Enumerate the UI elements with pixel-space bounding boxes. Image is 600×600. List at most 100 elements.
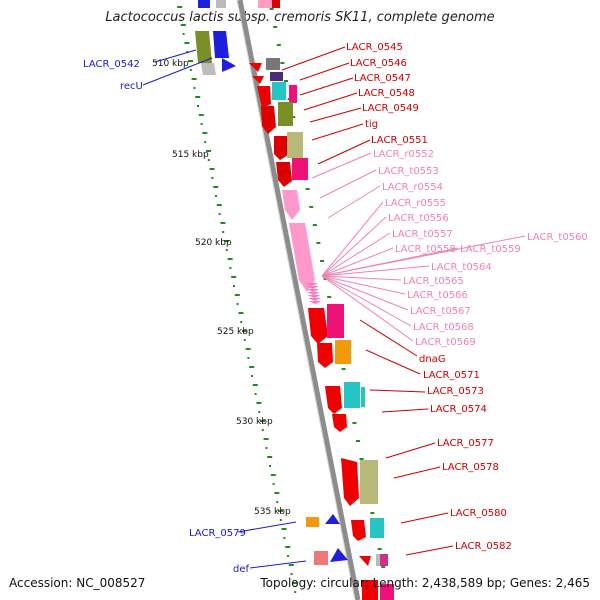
gene-label[interactable]: LACR_0549 [362, 103, 419, 114]
gene-feature[interactable] [308, 298, 321, 301]
leader-line [319, 169, 377, 199]
gene-feature[interactable] [308, 308, 328, 344]
gene-label[interactable]: LACR_0548 [358, 88, 415, 99]
guide-mark [291, 116, 296, 118]
gene-feature[interactable] [330, 548, 348, 562]
gene-label-left[interactable]: def [233, 564, 250, 575]
gene-label[interactable]: LACR_t0567 [410, 306, 471, 317]
gene-feature[interactable] [252, 76, 264, 84]
gene-label[interactable]: LACR_0547 [354, 73, 411, 84]
gene-feature[interactable] [249, 63, 262, 72]
gene-label-left[interactable]: LACR_0579 [189, 528, 246, 539]
gene-feature[interactable] [287, 132, 303, 158]
gene-feature[interactable] [361, 387, 365, 407]
gene-feature[interactable] [325, 386, 342, 414]
gene-feature[interactable] [282, 190, 300, 220]
gene-feature[interactable] [307, 295, 321, 298]
ruler-mark [251, 375, 253, 377]
gene-label[interactable]: LACR_0582 [455, 541, 512, 552]
gene-feature[interactable] [341, 458, 359, 506]
gene-feature[interactable] [380, 554, 388, 566]
gene-feature[interactable] [201, 63, 216, 75]
ruler-mark [278, 510, 283, 512]
gene-label[interactable]: LACR_0580 [450, 508, 507, 519]
gene-feature[interactable] [289, 85, 297, 103]
gene-feature[interactable] [362, 580, 378, 600]
gene-label[interactable]: LACR_t0565 [403, 276, 464, 287]
gene-feature[interactable] [317, 343, 333, 368]
gene-feature[interactable] [198, 0, 210, 8]
gene-feature[interactable] [306, 517, 319, 527]
gene-feature[interactable] [274, 136, 288, 160]
gene-feature[interactable] [332, 414, 347, 432]
gene-label[interactable]: LACR_t0564 [431, 262, 492, 273]
gene-label[interactable]: LACR_t0559 [460, 244, 521, 255]
gene-feature[interactable] [222, 58, 236, 72]
ruler-mark [189, 69, 192, 71]
tick-label: 520 kbp [195, 238, 232, 248]
gene-label[interactable]: LACR_t0560 [527, 232, 588, 243]
gene-feature[interactable] [261, 106, 276, 134]
gene-label[interactable]: LACR_0573 [427, 386, 484, 397]
gene-label[interactable]: LACR_r0552 [373, 149, 434, 160]
gene-label-left[interactable]: recU [120, 81, 143, 92]
gene-label[interactable]: LACR_t0556 [388, 213, 449, 224]
gene-feature[interactable] [258, 0, 272, 8]
gene-feature[interactable] [213, 31, 229, 58]
gene-feature[interactable] [278, 102, 293, 126]
gene-feature[interactable] [306, 289, 320, 292]
ruler-mark [220, 222, 226, 224]
ruler-mark [188, 60, 193, 62]
gene-label[interactable]: LACR_0545 [346, 42, 403, 53]
gene-label[interactable]: LACR_0546 [350, 58, 407, 69]
gene-label[interactable]: LACR_0578 [442, 462, 499, 473]
ruler-mark [292, 582, 298, 584]
gene-label[interactable]: dnaG [419, 354, 446, 365]
gene-label[interactable]: LACR_t0568 [413, 322, 474, 333]
gene-label[interactable]: tig [365, 119, 378, 130]
gene-feature[interactable] [305, 283, 318, 286]
gene-label-left[interactable]: LACR_0542 [83, 59, 140, 70]
ruler-mark [224, 240, 229, 242]
gene-label[interactable]: LACR_t0566 [407, 290, 468, 301]
gene-label[interactable]: LACR_t0558 [395, 244, 456, 255]
gene-feature[interactable] [270, 72, 283, 81]
gene-label[interactable]: LACR_t0553 [378, 166, 439, 177]
gene-feature[interactable] [370, 518, 384, 538]
gene-feature[interactable] [195, 31, 212, 63]
gene-feature[interactable] [314, 551, 328, 565]
gene-feature[interactable] [359, 556, 371, 566]
gene-label[interactable]: LACR_r0554 [382, 182, 443, 193]
gene-feature[interactable] [325, 514, 340, 524]
ruler-mark [287, 555, 289, 557]
leader-line [327, 185, 381, 219]
ruler-mark [256, 402, 262, 404]
gene-feature[interactable] [276, 162, 292, 187]
gene-label[interactable]: LACR_r0555 [385, 198, 446, 209]
gene-label[interactable]: LACR_t0569 [415, 337, 476, 348]
gene-feature[interactable] [380, 584, 394, 600]
gene-feature[interactable] [327, 304, 344, 338]
gene-feature[interactable] [351, 520, 366, 541]
gene-feature[interactable] [360, 460, 378, 504]
gene-feature[interactable] [344, 382, 360, 408]
gene-label[interactable]: LACR_0574 [430, 404, 487, 415]
ruler-mark [233, 285, 235, 287]
gene-feature[interactable] [306, 292, 320, 295]
gene-feature[interactable] [266, 58, 280, 70]
gene-label[interactable]: LACR_0577 [437, 438, 494, 449]
gene-feature[interactable] [289, 223, 315, 292]
ruler-mark [207, 159, 210, 161]
gene-feature[interactable] [257, 86, 271, 108]
gene-feature[interactable] [292, 158, 308, 180]
gene-feature[interactable] [305, 286, 319, 289]
gene-feature[interactable] [335, 340, 351, 364]
gene-label[interactable]: LACR_t0557 [392, 229, 453, 240]
gene-feature[interactable] [216, 0, 226, 8]
guide-mark [356, 440, 360, 442]
gene-feature[interactable] [272, 0, 280, 8]
gene-feature[interactable] [272, 82, 286, 100]
gene-feature[interactable] [308, 301, 322, 304]
gene-label[interactable]: LACR_0571 [423, 370, 480, 381]
gene-label[interactable]: LACR_0551 [371, 135, 428, 146]
